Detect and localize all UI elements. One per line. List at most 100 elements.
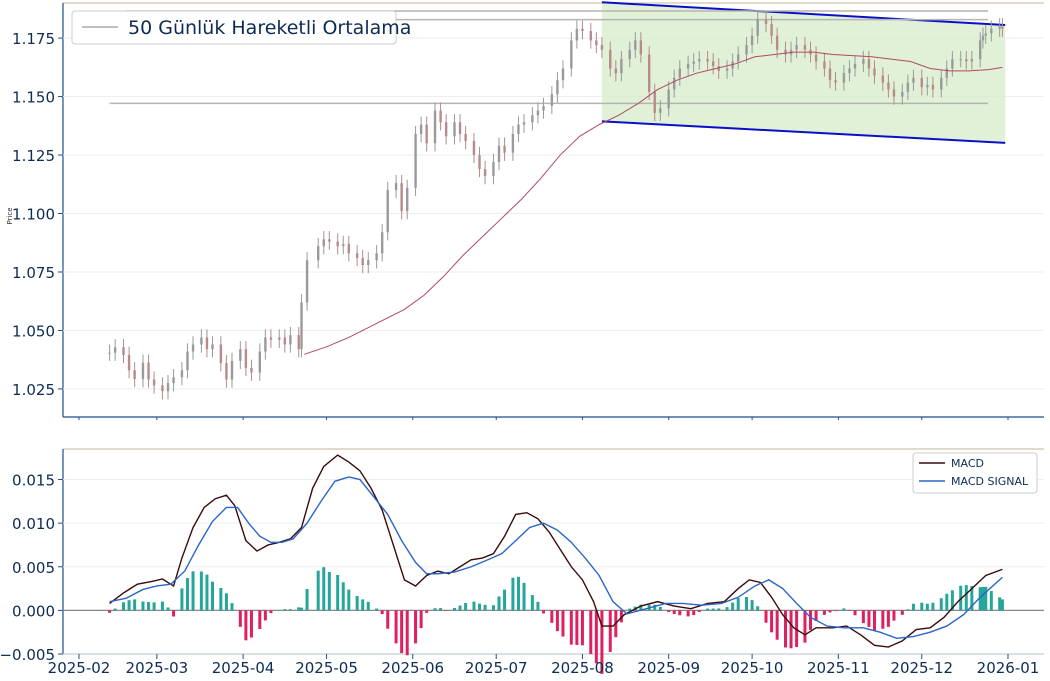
- macd-histogram-bar: [861, 610, 865, 624]
- candle-body: [823, 61, 826, 69]
- candle-body: [745, 45, 748, 55]
- macd-histogram-bar: [847, 610, 851, 611]
- macd-histogram-bar: [180, 588, 184, 611]
- macd-histogram-bar: [141, 601, 145, 611]
- macd-histogram-bar: [224, 593, 228, 611]
- candle-body: [141, 362, 145, 380]
- candle-body: [659, 108, 662, 113]
- candle-body: [775, 35, 779, 50]
- candle-body: [414, 133, 417, 188]
- macd-histogram-bar: [185, 578, 189, 611]
- macd-histogram-bar: [530, 595, 534, 611]
- candle-body: [892, 89, 896, 97]
- candle-body: [300, 302, 303, 350]
- x-tick-label: 2025-09: [637, 659, 700, 677]
- candle-body: [984, 33, 987, 36]
- price-y-axis-label: Price: [6, 207, 14, 224]
- candle-body: [380, 232, 384, 254]
- candle-body: [522, 122, 526, 125]
- macd-histogram-bar: [872, 610, 876, 631]
- macd-histogram-bar: [575, 610, 579, 645]
- macd-histogram-bar: [472, 601, 476, 611]
- macd-signal-line: [109, 476, 1003, 640]
- macd-histogram-bar: [283, 609, 287, 611]
- candle-body: [172, 377, 175, 384]
- price-y-tick-label: 1.175: [12, 30, 55, 48]
- candle-body: [289, 335, 292, 345]
- macd-legend: MACD MACD SIGNAL: [912, 452, 1038, 494]
- macd-panel: [63, 449, 1044, 654]
- candle-body: [717, 66, 720, 71]
- candle-body: [698, 59, 701, 62]
- macd-histogram-bar: [783, 610, 787, 648]
- candle-body: [439, 110, 442, 123]
- macd-histogram-bar: [172, 610, 176, 617]
- candle-body: [542, 105, 545, 111]
- macd-histogram-bar: [205, 574, 209, 611]
- candle-body: [575, 28, 579, 41]
- macd-histogram-bar: [906, 609, 910, 611]
- macd-histogram-bar: [594, 610, 598, 664]
- candle-body: [225, 363, 228, 380]
- candle-body: [361, 257, 364, 265]
- macd-histogram-bar: [444, 610, 448, 611]
- macd-histogram-bar: [400, 610, 404, 654]
- candle-body: [990, 28, 993, 34]
- candle-body: [951, 59, 954, 69]
- candle-body: [211, 344, 214, 350]
- macd-histogram-bar: [347, 589, 351, 611]
- candle-body: [803, 45, 807, 50]
- candle-body: [920, 77, 923, 88]
- candle-body: [853, 63, 857, 69]
- macd-histogram-bar: [478, 603, 482, 611]
- price-y-tick-label: 1.125: [12, 147, 55, 165]
- macd-histogram-bar: [191, 571, 195, 611]
- candle-body: [511, 133, 515, 153]
- macd-histogram-bar: [970, 585, 974, 611]
- candle-body: [205, 337, 209, 350]
- x-tick-label: 2025-03: [126, 659, 189, 677]
- macd-histogram-bar: [925, 603, 929, 611]
- candle-body: [278, 337, 281, 340]
- macd-histogram-bar: [452, 607, 456, 611]
- macd-histogram-bar: [842, 608, 846, 611]
- candle-body: [959, 59, 962, 61]
- candle-body: [239, 349, 242, 361]
- macd-histogram-bar: [516, 576, 520, 611]
- candle-body: [711, 61, 715, 67]
- candle-body: [570, 40, 573, 69]
- macd-histogram-bar: [394, 610, 398, 644]
- candle-body: [628, 49, 631, 60]
- macd-histogram-bar: [658, 606, 662, 611]
- macd-histogram-bar: [497, 596, 501, 611]
- macd-histogram-bar: [322, 567, 326, 611]
- candle-body: [386, 190, 389, 233]
- macd-histogram-bar: [686, 610, 690, 617]
- candle-body: [336, 241, 339, 247]
- moving-average: [304, 51, 1003, 355]
- macd-histogram-bar: [305, 589, 309, 611]
- macd-histogram-bar: [775, 610, 779, 640]
- candle-body: [770, 24, 773, 36]
- macd-histogram-bar: [998, 597, 1002, 611]
- macd-histogram-bar: [950, 590, 954, 611]
- candle-body: [1001, 26, 1004, 29]
- macd-y-tick-label: 0.015: [12, 472, 55, 490]
- candle-body: [258, 351, 261, 373]
- candle-body: [347, 243, 350, 254]
- candle-body: [600, 45, 604, 50]
- candle-body: [595, 40, 598, 46]
- macd-histogram-bar: [511, 577, 515, 611]
- candle-body: [784, 49, 787, 55]
- candle-body: [483, 169, 487, 177]
- candle-body: [317, 246, 320, 261]
- candle-body: [867, 59, 871, 69]
- macd-histogram-bar: [458, 605, 462, 611]
- macd-histogram-bar: [653, 604, 657, 611]
- candle-body: [848, 68, 851, 74]
- macd-histogram-bar: [147, 602, 151, 611]
- macd-histogram-bar: [920, 602, 924, 611]
- price-legend-label: 50 Günlük Hareketli Ortalama: [128, 17, 411, 39]
- macd-histogram-bar: [803, 610, 807, 643]
